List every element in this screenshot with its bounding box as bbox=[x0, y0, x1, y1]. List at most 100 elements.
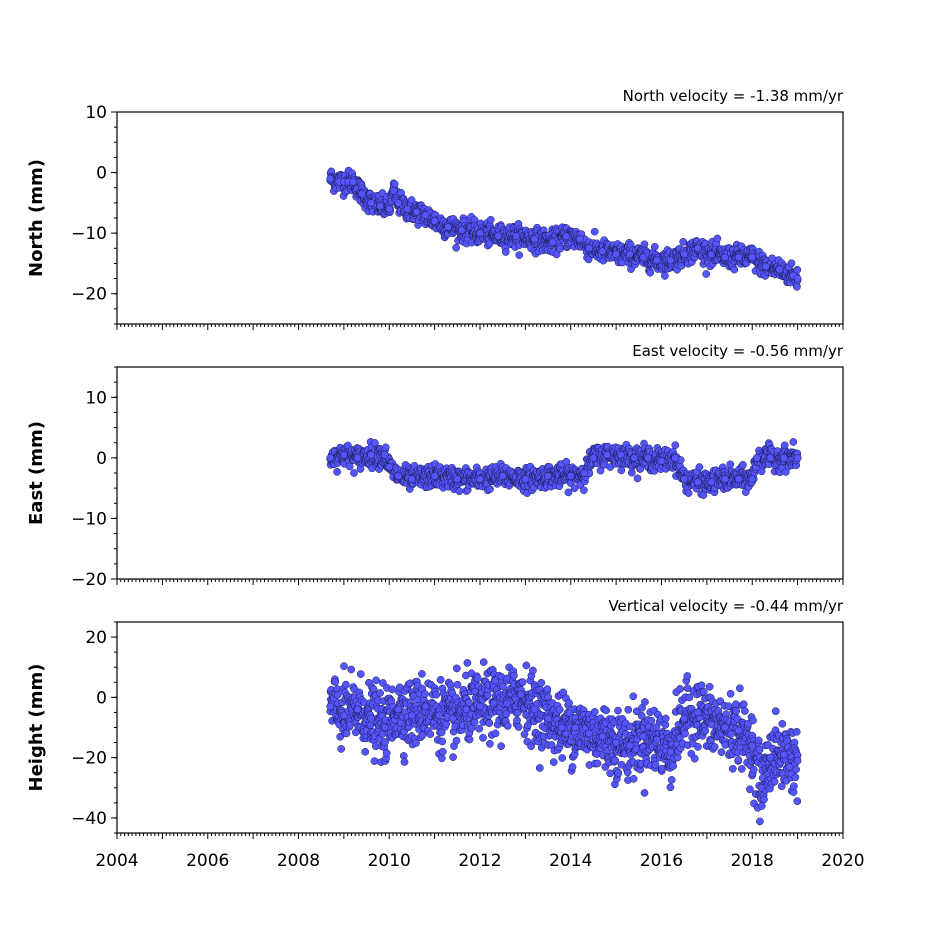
data-point bbox=[556, 244, 565, 253]
data-point bbox=[690, 754, 699, 763]
data-point bbox=[612, 738, 620, 747]
data-point bbox=[558, 754, 567, 762]
data-point bbox=[734, 726, 743, 735]
data-point bbox=[435, 711, 444, 720]
data-point bbox=[385, 205, 394, 213]
data-point bbox=[667, 776, 676, 784]
data-point bbox=[646, 268, 654, 277]
data-point bbox=[367, 450, 375, 459]
data-point bbox=[421, 702, 430, 711]
data-point bbox=[408, 475, 416, 483]
data-point bbox=[585, 244, 593, 253]
data-point bbox=[326, 174, 335, 183]
y-axis-label-height: Height (mm) bbox=[26, 664, 47, 792]
data-point bbox=[388, 685, 397, 694]
x-tick-label: 2014 bbox=[549, 851, 592, 871]
data-point bbox=[530, 235, 539, 244]
data-point bbox=[792, 765, 800, 774]
panel-title-height: Vertical velocity = -0.44 mm/yr bbox=[608, 597, 843, 615]
data-point bbox=[529, 666, 537, 675]
data-point bbox=[713, 234, 722, 243]
y-tick-label: −10 bbox=[71, 224, 107, 244]
data-point bbox=[717, 748, 726, 756]
data-point bbox=[651, 760, 660, 769]
data-point bbox=[580, 469, 589, 477]
data-point bbox=[571, 723, 580, 732]
data-point bbox=[625, 250, 634, 259]
data-point bbox=[381, 738, 389, 746]
data-point bbox=[705, 682, 714, 691]
data-point bbox=[557, 723, 566, 732]
data-point bbox=[380, 450, 389, 459]
data-point bbox=[350, 469, 358, 477]
data-point bbox=[639, 253, 648, 262]
data-point bbox=[465, 735, 474, 744]
data-point bbox=[623, 768, 632, 777]
data-point bbox=[585, 729, 593, 738]
data-point bbox=[602, 706, 611, 715]
data-point bbox=[734, 253, 743, 262]
data-point bbox=[762, 262, 770, 271]
data-point bbox=[699, 687, 708, 696]
data-point bbox=[503, 699, 512, 708]
data-point bbox=[661, 272, 669, 280]
data-point bbox=[671, 441, 680, 450]
data-point bbox=[755, 745, 764, 754]
data-point bbox=[380, 723, 389, 732]
data-point bbox=[792, 727, 801, 736]
data-point bbox=[736, 684, 744, 693]
data-point bbox=[486, 215, 495, 224]
data-point bbox=[418, 670, 426, 678]
data-point bbox=[633, 474, 642, 483]
data-point bbox=[726, 460, 735, 469]
data-point bbox=[444, 223, 453, 231]
data-point bbox=[418, 731, 427, 740]
data-point bbox=[340, 450, 348, 459]
data-point bbox=[617, 466, 626, 475]
data-point bbox=[510, 671, 518, 680]
data-point bbox=[412, 739, 420, 747]
data-point bbox=[757, 802, 766, 810]
data-point bbox=[614, 769, 623, 777]
data-point bbox=[612, 250, 620, 259]
data-point bbox=[730, 265, 739, 274]
y-tick-label: −40 bbox=[71, 809, 107, 829]
data-point bbox=[749, 716, 757, 725]
series-points-height bbox=[326, 658, 802, 826]
data-point bbox=[333, 691, 342, 699]
data-point bbox=[732, 707, 741, 715]
data-point bbox=[770, 777, 779, 786]
data-point bbox=[693, 708, 702, 717]
series-points-north bbox=[326, 166, 802, 291]
y-tick-label: 20 bbox=[85, 628, 107, 648]
data-point bbox=[347, 665, 356, 674]
data-point bbox=[476, 702, 484, 711]
data-point bbox=[522, 661, 531, 670]
data-point bbox=[543, 685, 552, 693]
data-point bbox=[737, 765, 746, 773]
data-point bbox=[394, 472, 403, 480]
data-point bbox=[462, 705, 471, 714]
y-axis-label-east: East (mm) bbox=[26, 421, 47, 525]
data-point bbox=[790, 782, 798, 791]
data-point bbox=[376, 202, 385, 210]
data-point bbox=[739, 461, 747, 469]
data-point bbox=[514, 723, 523, 731]
panel-title-east: East velocity = -0.56 mm/yr bbox=[632, 342, 844, 360]
data-point bbox=[449, 753, 457, 761]
data-point bbox=[754, 736, 763, 745]
data-point bbox=[498, 472, 507, 480]
data-point bbox=[778, 719, 787, 728]
data-point bbox=[707, 478, 716, 486]
x-tick-label: 2010 bbox=[368, 851, 411, 871]
data-point bbox=[566, 472, 575, 480]
data-point bbox=[452, 736, 461, 745]
data-point bbox=[544, 472, 552, 480]
data-point bbox=[624, 705, 633, 714]
x-tick-label: 2020 bbox=[821, 851, 864, 871]
data-point bbox=[337, 745, 346, 753]
data-point bbox=[637, 711, 646, 720]
data-point bbox=[666, 747, 675, 756]
data-point bbox=[756, 817, 764, 826]
